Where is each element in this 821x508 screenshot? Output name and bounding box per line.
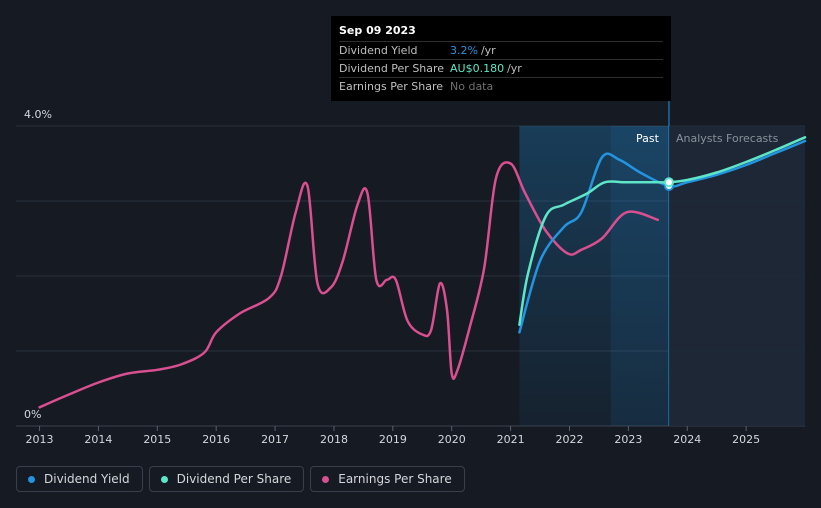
x-tick-label: 2022	[555, 433, 583, 446]
x-tick-label: 2018	[320, 433, 348, 446]
tooltip-value: AU$0.180	[450, 62, 505, 75]
legend-earnings-per-share[interactable]: Earnings Per Share	[310, 466, 465, 492]
tooltip-value: No data	[450, 80, 494, 93]
x-tick-label: 2023	[614, 433, 642, 446]
y-tick-label: 0%	[24, 408, 41, 421]
earnings-per-share-line	[38, 161, 660, 409]
legend-dividend-yield[interactable]: Dividend Yield	[16, 466, 143, 492]
tooltip-label: Dividend Per Share	[339, 62, 445, 75]
legend-dot-icon	[160, 475, 168, 483]
x-tick-label: 2016	[202, 433, 230, 446]
tooltip-value: 3.2%	[450, 44, 478, 57]
legend-label: Dividend Per Share	[176, 472, 292, 486]
dividend-per-share-line	[518, 136, 807, 327]
past-label: Past	[636, 132, 660, 145]
forecast-label: Analysts Forecasts	[676, 132, 779, 145]
tooltip-unit: /yr	[507, 62, 522, 75]
x-tick-label: 2014	[84, 433, 112, 446]
tooltip-unit: /yr	[480, 44, 496, 57]
x-tick-label: 2015	[143, 433, 171, 446]
tooltip-label: Dividend Yield	[339, 44, 418, 57]
legend-dividend-per-share[interactable]: Dividend Per Share	[148, 466, 305, 492]
x-tick-label: 2019	[379, 433, 407, 446]
chart-legend: Dividend Yield Dividend Per Share Earnin…	[16, 466, 465, 492]
tooltip-row-earnings-per-share: Earnings Per Share No data	[339, 77, 663, 95]
x-tick-label: 2017	[261, 433, 289, 446]
x-tick-label: 2013	[26, 433, 54, 446]
x-tick-label: 2025	[732, 433, 760, 446]
cursor-marker	[663, 177, 674, 188]
dividend-yield-line	[518, 139, 807, 334]
y-tick-label: 4.0%	[24, 108, 52, 121]
tooltip-date: Sep 09 2023	[339, 24, 416, 37]
x-tick-label: 2021	[497, 433, 525, 446]
x-tick-label: 2024	[673, 433, 701, 446]
legend-label: Earnings Per Share	[338, 472, 452, 486]
tooltip-row-dividend-per-share: Dividend Per Share AU$0.180 /yr	[339, 59, 663, 77]
forecast-region	[668, 126, 805, 426]
past-highlight-band	[610, 126, 669, 426]
tooltip-label: Earnings Per Share	[339, 80, 444, 93]
legend-dot-icon	[28, 475, 35, 483]
x-tick-label: 2020	[438, 433, 466, 446]
legend-label: Dividend Yield	[44, 472, 130, 486]
hover-tooltip: Sep 09 2023 Dividend Yield 3.2% /yr Divi…	[331, 16, 671, 101]
tooltip-row-dividend-yield: Dividend Yield 3.2% /yr	[339, 41, 663, 59]
legend-dot-icon	[322, 475, 330, 483]
